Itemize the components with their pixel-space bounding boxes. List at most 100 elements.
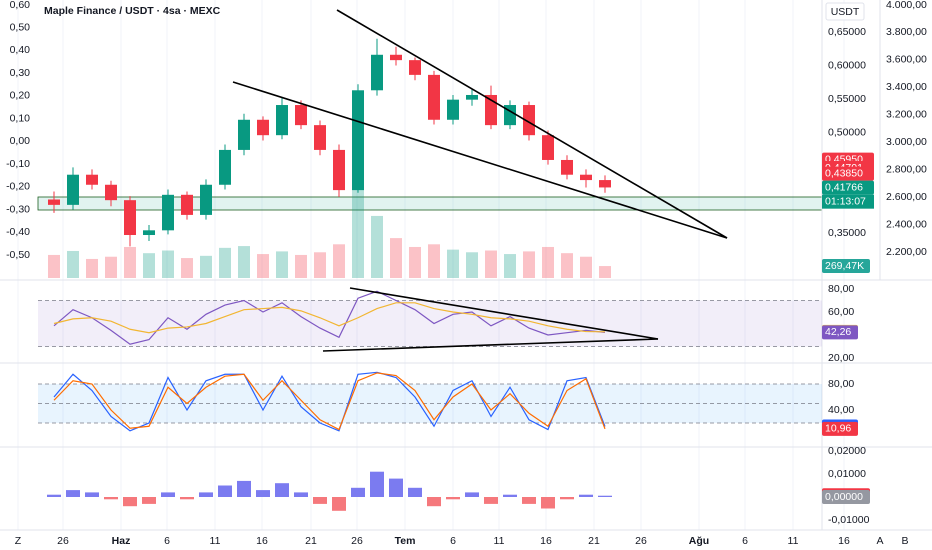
histogram-bar <box>465 492 479 497</box>
x-tick-label: 6 <box>742 535 748 547</box>
histogram-bar <box>123 497 137 507</box>
y-tick-label: 0,65000 <box>828 26 866 38</box>
y-tick-label: 3.000,00 <box>886 136 927 148</box>
x-tick-label: 26 <box>351 535 363 547</box>
volume-bar <box>219 247 231 278</box>
y-tick-label: 0,40 <box>10 44 31 56</box>
vertical-grid <box>17 0 845 530</box>
x-tick-label: 16 <box>540 535 552 547</box>
histogram-bar <box>85 492 99 497</box>
volume-bar <box>276 251 288 278</box>
trend-line <box>232 81 728 239</box>
candle-body <box>181 194 193 215</box>
currency[interactable]: USDT <box>831 6 860 18</box>
x-tick-label: 21 <box>305 535 317 547</box>
y-tick-label: 60,00 <box>828 306 854 318</box>
y-tick-label: 2.200,00 <box>886 246 927 258</box>
histogram-bar <box>484 497 498 504</box>
volume-bar <box>200 255 212 278</box>
candle-body <box>333 149 345 191</box>
histogram-bar <box>142 497 156 504</box>
histogram-bar <box>503 494 517 497</box>
indicator-line <box>53 372 606 431</box>
volume-bar <box>162 250 174 278</box>
x-tick-label: Ağu <box>689 535 709 547</box>
x-tick-label: 26 <box>635 535 647 547</box>
x-tick-label: 6 <box>450 535 456 547</box>
y-tick-label: 3.800,00 <box>886 26 927 38</box>
y-tick-label: -0,20 <box>6 181 30 193</box>
volume-bar <box>238 246 250 278</box>
histogram-bar <box>389 478 403 497</box>
y-tick-label: 0,00 <box>10 135 31 147</box>
x-tick-label: A <box>876 535 883 547</box>
candle-body <box>580 174 592 181</box>
candle-body <box>409 60 421 75</box>
histogram-bar <box>199 492 213 497</box>
histogram-bar <box>218 485 232 497</box>
y-tick-label: 0,60 <box>10 0 31 11</box>
y-tick-label: -0,10 <box>6 158 30 170</box>
candle-body <box>238 119 250 150</box>
x-tick-label: Haz <box>112 535 131 547</box>
volume-bar <box>580 256 592 278</box>
histogram-bar <box>313 497 327 504</box>
candle-body <box>390 54 402 61</box>
candle-body <box>314 125 326 150</box>
candle-body <box>162 194 174 231</box>
trend-line <box>349 287 659 340</box>
histogram-bar <box>104 497 118 500</box>
candle-body <box>523 105 535 136</box>
price-badge <box>822 490 870 504</box>
volume-bar <box>466 252 478 278</box>
trend-line <box>322 338 659 352</box>
y-tick-label: 0,60000 <box>828 59 866 71</box>
volume-bar <box>257 254 269 278</box>
histogram-bar <box>332 497 346 511</box>
volume-bar <box>428 244 440 278</box>
histogram-bar <box>408 487 422 497</box>
y-tick-label: 80,00 <box>828 283 854 295</box>
histogram-bar <box>560 497 574 500</box>
candle-body <box>124 200 136 236</box>
y-tick-label: 2.400,00 <box>886 218 927 230</box>
price-badge <box>822 180 874 195</box>
price-badge-label: 10,96 <box>825 423 851 435</box>
volume-bar <box>352 180 364 278</box>
volume-bar <box>485 250 497 278</box>
candle-body <box>257 119 269 136</box>
histogram-bar <box>256 490 270 497</box>
histogram-bar <box>237 480 251 497</box>
histogram-bar <box>522 497 536 504</box>
currency-box[interactable] <box>825 2 865 21</box>
candle-body <box>219 149 231 185</box>
volume-bar <box>542 246 554 278</box>
price-badge <box>822 421 858 436</box>
histogram-bar <box>66 490 80 497</box>
histogram-bar <box>351 487 365 497</box>
price-badge-label: 42,26 <box>825 326 851 338</box>
y-tick-label: 2.800,00 <box>886 163 927 175</box>
candle-body <box>447 99 459 120</box>
histogram-bar <box>598 495 612 497</box>
volume-bar <box>86 258 98 278</box>
candle-body <box>371 54 383 91</box>
x-tick-label: 26 <box>57 535 69 547</box>
price-badge-label: 0,00000 <box>825 491 863 503</box>
x-tick-label: Tem <box>395 535 416 547</box>
histogram-bar <box>161 492 175 497</box>
y-tick-label: 0,50 <box>10 22 31 34</box>
y-tick-label: 0,55000 <box>828 93 866 105</box>
histogram-bar <box>427 497 441 507</box>
trend-line <box>336 9 728 239</box>
volume-bar <box>371 215 383 278</box>
y-tick-label: 80,00 <box>828 378 854 390</box>
x-tick-label: 21 <box>588 535 600 547</box>
volume-bar <box>523 251 535 278</box>
price-badge-label: 0,41766 <box>825 181 863 193</box>
candle-body <box>542 135 554 160</box>
price-badge <box>822 325 858 340</box>
volume-bar <box>105 256 117 278</box>
